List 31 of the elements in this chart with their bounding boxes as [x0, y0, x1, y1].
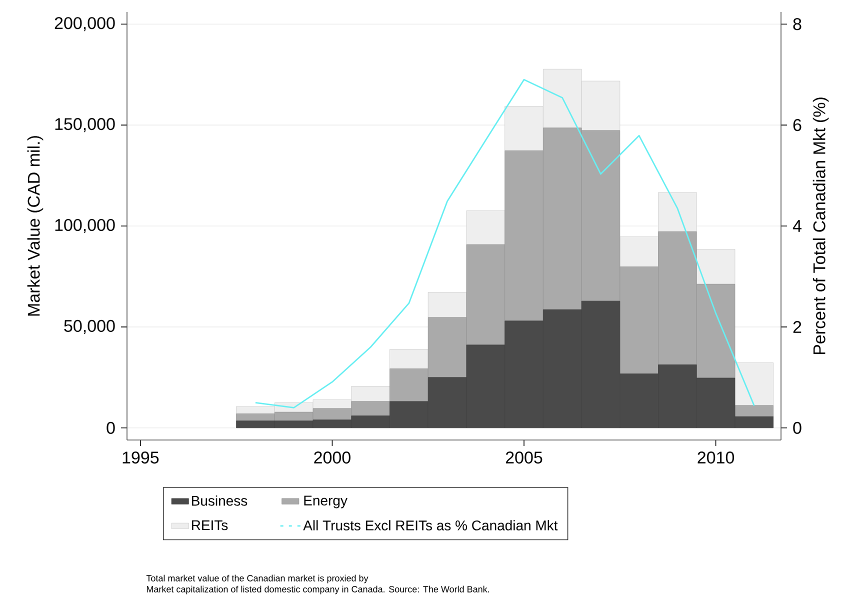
y2-axis-title: Percent of Total Canadian Mkt (%) [812, 98, 829, 354]
x-tick-label: 1995 [122, 452, 159, 464]
y2-tick-label: 4 [792, 220, 802, 232]
legend-label: Business [192, 495, 248, 506]
y-tick-label: 150,000 [55, 118, 115, 132]
x-tick-label: 2010 [698, 452, 734, 464]
y2-tick-label: 8 [793, 18, 802, 30]
bar [658, 192, 697, 232]
y-tick-label: 100,000 [55, 218, 115, 234]
legend-label: Energy [304, 496, 348, 508]
x-tick-label: 2005 [506, 452, 542, 464]
bar [620, 236, 658, 267]
y-tick-label: 200,000 [54, 17, 115, 32]
bar [734, 405, 774, 417]
bar [696, 249, 736, 284]
text: Total market value of the Canadian market is proxied by [146, 574, 368, 584]
text: Market capitalization of listed domestic company in Canada. Source: The World Bank. [146, 586, 489, 594]
y2-tick-label: 0 [793, 422, 802, 434]
bar [390, 349, 428, 369]
bar [428, 292, 467, 318]
x-tick-label: 2000 [314, 452, 350, 464]
y-axis-title: Market Value (CAD mil.) [27, 136, 44, 316]
y2-tick-label: 6 [793, 119, 802, 132]
y-tick-label: 50,000 [64, 320, 115, 334]
bar [466, 210, 506, 245]
y2-tick-label: 2 [793, 321, 802, 333]
legend-label: All Trusts Excl REITs as % Canadian Mkt [303, 520, 558, 530]
line-series [254, 78, 755, 408]
y-tick-label: 0 [106, 422, 115, 434]
bar [734, 362, 774, 406]
legend-label: REITs [192, 520, 228, 530]
